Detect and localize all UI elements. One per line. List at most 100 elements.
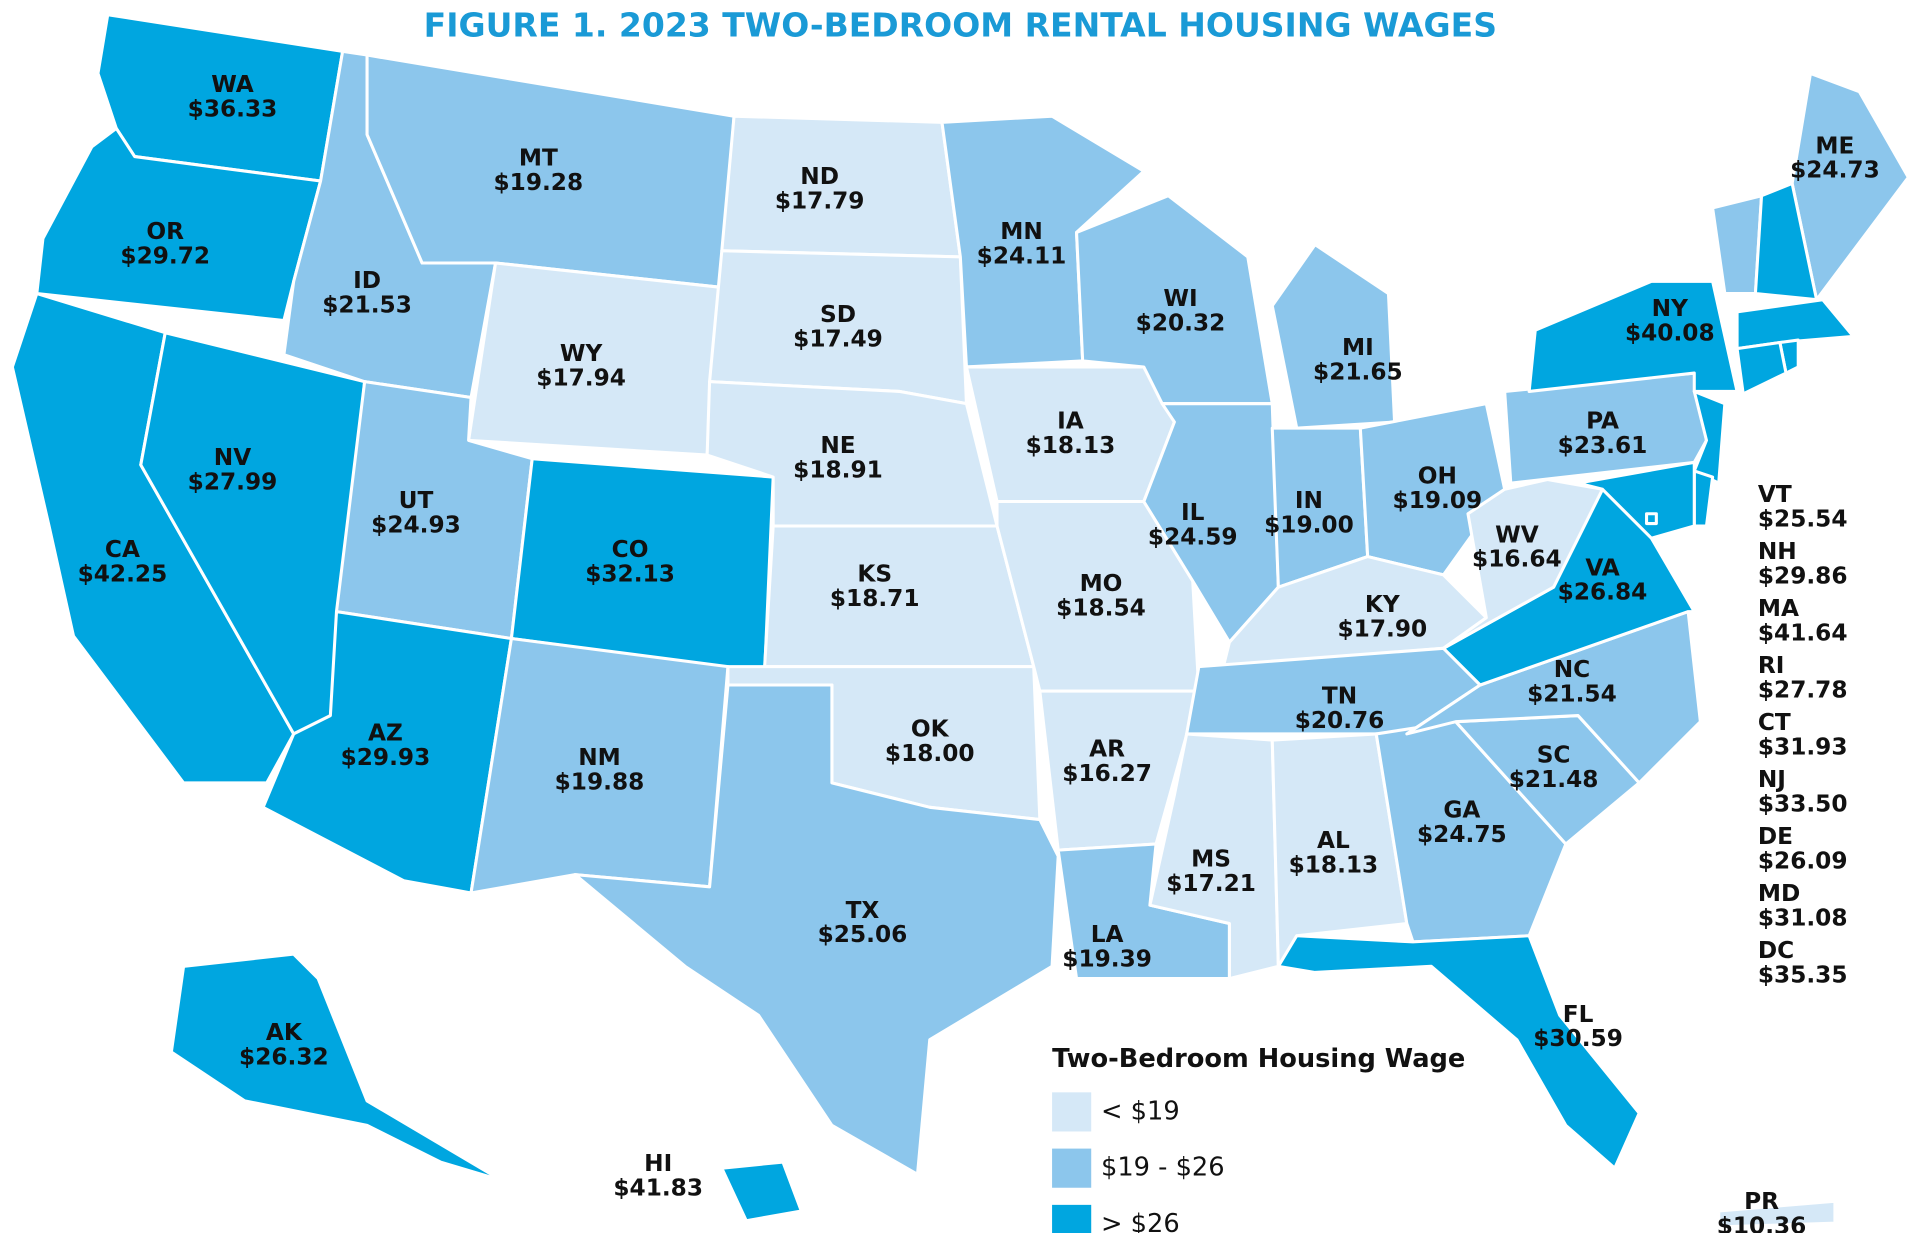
state-wage: $17.90 [1338, 615, 1428, 642]
state-wage: $20.76 [1295, 707, 1385, 734]
state-abbr: CT [1758, 709, 1791, 736]
state-wage: $23.61 [1558, 432, 1648, 459]
state-abbr: ND [800, 163, 839, 190]
state-abbr: CO [612, 536, 649, 563]
legend-title: Two-Bedroom Housing Wage [1052, 1044, 1465, 1074]
state-wage: $21.53 [322, 291, 412, 318]
state-wage: $27.78 [1758, 676, 1848, 703]
state-abbr: NJ [1758, 766, 1786, 793]
state-abbr: HI [644, 1150, 672, 1177]
state-abbr: GA [1443, 796, 1480, 823]
state-abbr: MD [1758, 880, 1800, 907]
state [720, 1160, 803, 1223]
state-wage: $18.13 [1289, 852, 1379, 879]
state-labels: WA$36.33 OR$29.72 CA$42.25 NV$27.99 ID$21.53… [78, 71, 1880, 1233]
state-wage: $30.59 [1533, 1025, 1623, 1052]
state-wage: $24.75 [1417, 821, 1507, 848]
state-abbr: TN [1322, 683, 1357, 710]
state-wage: $35.35 [1758, 961, 1848, 988]
state-abbr: NV [214, 444, 251, 471]
state [1527, 279, 1739, 393]
state [1735, 340, 1788, 396]
state-wage: $25.06 [818, 921, 908, 948]
state-abbr: MI [1342, 334, 1374, 361]
state [1270, 732, 1409, 968]
state-wage: $19.39 [1062, 946, 1152, 973]
state-abbr: CA [105, 536, 140, 563]
state-wage: $41.83 [613, 1174, 703, 1201]
state [1692, 469, 1715, 528]
state-wage: $41.64 [1758, 619, 1848, 646]
state-wage: $24.73 [1790, 157, 1880, 184]
state-wage: $29.72 [120, 242, 210, 269]
state-wage: $16.27 [1062, 760, 1152, 787]
state-wage: $26.32 [239, 1044, 329, 1071]
state-wage: $17.21 [1166, 870, 1256, 897]
state-abbr: MT [519, 145, 558, 172]
state-wage: $33.50 [1758, 790, 1848, 817]
state-wage: $29.86 [1758, 562, 1848, 589]
state-abbr: MS [1191, 845, 1231, 872]
state-abbr: WA [211, 71, 254, 98]
state [1645, 512, 1658, 526]
state-wage: $19.28 [493, 169, 583, 196]
state-abbr: ID [353, 267, 381, 294]
state-abbr: NE [820, 432, 855, 459]
state-abbr: LA [1091, 921, 1124, 948]
state [1711, 194, 1764, 296]
state-wage: $18.71 [830, 585, 920, 612]
state-wage: $31.93 [1758, 733, 1848, 760]
state [1270, 243, 1397, 430]
state [1441, 477, 1605, 650]
legend: Two-Bedroom Housing Wage < $19 $19 - $26 >… [1052, 1044, 1465, 1233]
state-wage: $36.33 [188, 96, 278, 123]
state [1276, 934, 1641, 1170]
state-abbr: OR [146, 218, 184, 245]
state-abbr: PA [1586, 408, 1619, 435]
state-wage: $26.09 [1758, 847, 1848, 874]
state-wage: $25.54 [1758, 505, 1848, 532]
state-abbr: UT [399, 487, 434, 514]
legend-swatch [1052, 1204, 1092, 1233]
state-wage: $17.94 [536, 365, 626, 392]
state-abbr: TX [846, 897, 880, 924]
state-abbr: AZ [368, 719, 403, 746]
state-wage: $10.36 [1717, 1212, 1807, 1233]
state-wage: $21.54 [1527, 680, 1617, 707]
state-wage: $31.08 [1758, 904, 1848, 931]
state-wage: $24.59 [1148, 524, 1238, 551]
legend-swatch [1052, 1092, 1092, 1132]
state-wage: $19.00 [1264, 511, 1354, 538]
state-wage: $21.65 [1313, 359, 1403, 386]
state-abbr: NC [1554, 656, 1591, 683]
state-wage: $18.91 [793, 456, 883, 483]
state-abbr: SC [1537, 741, 1571, 768]
state-abbr: NH [1758, 538, 1797, 565]
state-abbr: OK [911, 716, 950, 743]
state-abbr: OH [1418, 463, 1457, 490]
state-abbr: ME [1815, 132, 1854, 159]
state-wage: $19.09 [1393, 487, 1483, 514]
state [1576, 460, 1696, 540]
state-wage: $16.64 [1472, 546, 1562, 573]
state-abbr: MA [1758, 595, 1799, 622]
state-wage: $17.49 [793, 326, 883, 353]
state-abbr: IN [1295, 487, 1323, 514]
state-wage: $32.13 [585, 560, 675, 587]
state-wage: $26.84 [1558, 579, 1648, 606]
state-abbr: PR [1744, 1188, 1779, 1215]
state-abbr: MO [1080, 570, 1123, 597]
state-abbr: AR [1089, 735, 1125, 762]
state-abbr: VT [1758, 481, 1792, 508]
state-abbr: SD [820, 301, 856, 328]
state-wage: $20.32 [1136, 310, 1226, 337]
state-abbr: KS [857, 560, 892, 587]
state-abbr: IL [1181, 499, 1205, 526]
state-wage: $18.00 [885, 740, 975, 767]
state-wage: $19.88 [555, 768, 645, 795]
states [10, 13, 1910, 1229]
map-title: FIGURE 1. 2023 TWO-BEDROOM RENTAL HOUSIN… [424, 5, 1497, 44]
state [573, 683, 1060, 1176]
